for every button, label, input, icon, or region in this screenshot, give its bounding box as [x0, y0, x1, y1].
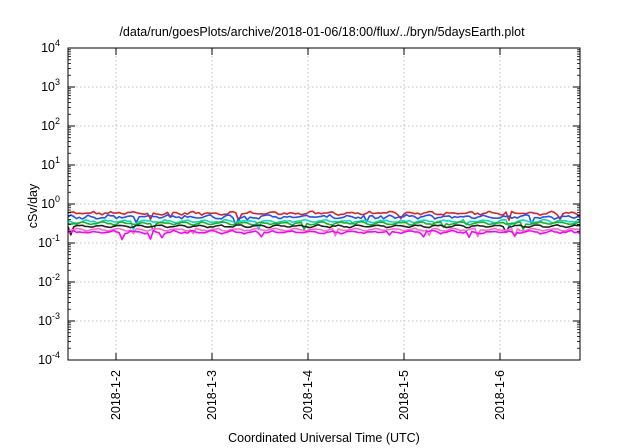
- y-tick-label: 101: [41, 155, 60, 172]
- series-line: [67, 229, 581, 241]
- x-tick-label: 2018-1-5: [397, 370, 411, 420]
- series-line: [67, 224, 581, 236]
- y-tick-label: 10-1: [38, 233, 60, 250]
- x-tick-label: 2018-1-3: [205, 370, 219, 420]
- y-tick-label: 100: [41, 194, 60, 211]
- x-tick-label: 2018-1-2: [109, 370, 123, 420]
- y-tick-label: 103: [41, 77, 60, 94]
- series-line: [67, 227, 581, 238]
- x-tick-label: 2018-1-4: [301, 370, 315, 420]
- x-axis-label: Coordinated Universal Time (UTC): [228, 431, 420, 445]
- data-series: [67, 210, 581, 241]
- x-tick-label: 2018-1-6: [493, 370, 507, 420]
- series-line: [67, 210, 581, 222]
- y-tick-label: 102: [41, 116, 60, 133]
- y-tick-label: 10-3: [38, 311, 60, 328]
- y-tick-label: 10-2: [38, 272, 60, 289]
- axis-ticks: 104 103 102 101 100 10-1 10-2 10-3 10-4 2018-1-2 2…: [38, 38, 580, 420]
- series-line: [67, 218, 581, 231]
- series-line: [67, 213, 581, 226]
- y-axis-label: cSv/day: [26, 183, 40, 228]
- y-tick-label: 104: [41, 38, 60, 55]
- chart-title: /data/run/goesPlots/archive/2018-01-06/1…: [119, 25, 525, 39]
- grid-lines: [68, 48, 580, 360]
- y-tick-label: 10-4: [38, 350, 60, 367]
